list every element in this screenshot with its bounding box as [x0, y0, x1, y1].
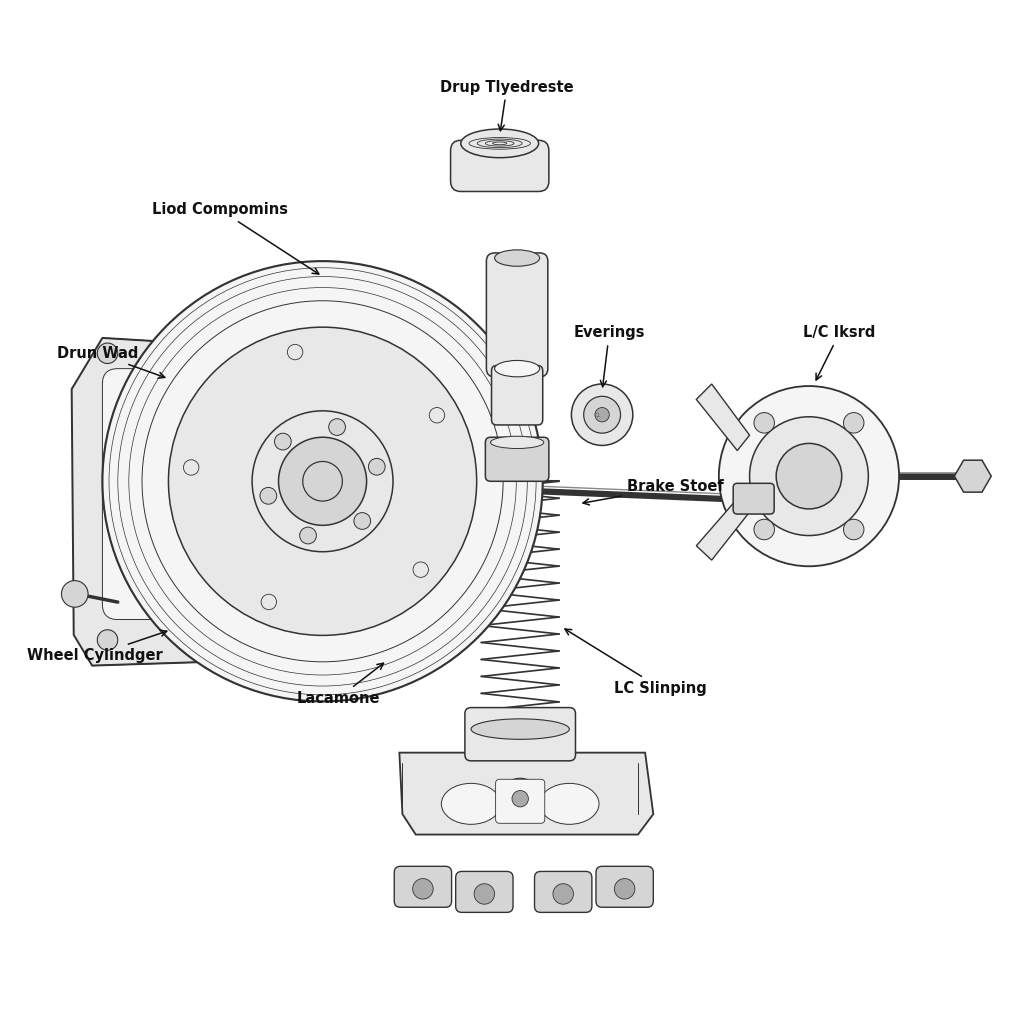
Ellipse shape — [441, 783, 501, 824]
Text: LC Slinping: LC Slinping — [565, 629, 707, 695]
Circle shape — [252, 411, 393, 552]
Ellipse shape — [495, 250, 540, 266]
Polygon shape — [72, 338, 271, 666]
Circle shape — [429, 408, 444, 423]
Circle shape — [750, 417, 868, 536]
Circle shape — [776, 443, 842, 509]
Text: Everings: Everings — [573, 326, 645, 387]
FancyBboxPatch shape — [456, 871, 513, 912]
Text: Drup Tlyedreste: Drup Tlyedreste — [440, 80, 573, 131]
FancyBboxPatch shape — [492, 366, 543, 425]
Circle shape — [413, 562, 428, 578]
Circle shape — [512, 791, 528, 807]
Circle shape — [279, 437, 367, 525]
Circle shape — [230, 642, 251, 663]
Circle shape — [261, 594, 276, 609]
Circle shape — [97, 343, 118, 364]
Text: QL: QL — [595, 413, 601, 417]
Text: Drun Wad: Drun Wad — [56, 346, 165, 378]
Text: Lacamone: Lacamone — [296, 664, 384, 706]
Ellipse shape — [540, 783, 599, 824]
Circle shape — [571, 384, 633, 445]
Circle shape — [369, 459, 385, 475]
FancyBboxPatch shape — [451, 140, 549, 191]
Ellipse shape — [495, 360, 540, 377]
Text: L/C Iksrd: L/C Iksrd — [804, 326, 876, 380]
Ellipse shape — [471, 719, 569, 739]
FancyBboxPatch shape — [535, 871, 592, 912]
Circle shape — [474, 884, 495, 904]
Ellipse shape — [461, 129, 539, 158]
Polygon shape — [696, 499, 750, 560]
Circle shape — [288, 344, 303, 359]
FancyBboxPatch shape — [496, 779, 545, 823]
FancyBboxPatch shape — [102, 369, 251, 620]
Circle shape — [97, 630, 118, 650]
FancyBboxPatch shape — [596, 866, 653, 907]
Polygon shape — [954, 460, 991, 493]
FancyBboxPatch shape — [394, 866, 452, 907]
FancyBboxPatch shape — [733, 483, 774, 514]
Polygon shape — [696, 384, 750, 451]
Circle shape — [303, 462, 342, 501]
Circle shape — [584, 396, 621, 433]
Polygon shape — [399, 753, 653, 835]
Text: Brake Stoef: Brake Stoef — [583, 479, 724, 505]
Circle shape — [595, 408, 609, 422]
FancyBboxPatch shape — [486, 253, 548, 377]
Circle shape — [260, 487, 276, 504]
Circle shape — [413, 879, 433, 899]
Ellipse shape — [490, 436, 544, 449]
Text: Liod Compomins: Liod Compomins — [153, 203, 318, 274]
Circle shape — [329, 419, 345, 435]
Circle shape — [354, 513, 371, 529]
Circle shape — [754, 413, 774, 433]
Circle shape — [844, 519, 864, 540]
Circle shape — [274, 433, 291, 450]
FancyBboxPatch shape — [485, 437, 549, 481]
Circle shape — [754, 519, 774, 540]
Circle shape — [844, 413, 864, 433]
Circle shape — [300, 527, 316, 544]
Circle shape — [719, 386, 899, 566]
Circle shape — [168, 328, 477, 635]
Circle shape — [500, 778, 541, 819]
Circle shape — [102, 261, 543, 701]
Text: Wheel Cylindger: Wheel Cylindger — [28, 630, 167, 663]
Circle shape — [183, 460, 199, 475]
Circle shape — [614, 879, 635, 899]
FancyBboxPatch shape — [465, 708, 575, 761]
Circle shape — [61, 581, 88, 607]
Circle shape — [230, 348, 251, 369]
Circle shape — [553, 884, 573, 904]
